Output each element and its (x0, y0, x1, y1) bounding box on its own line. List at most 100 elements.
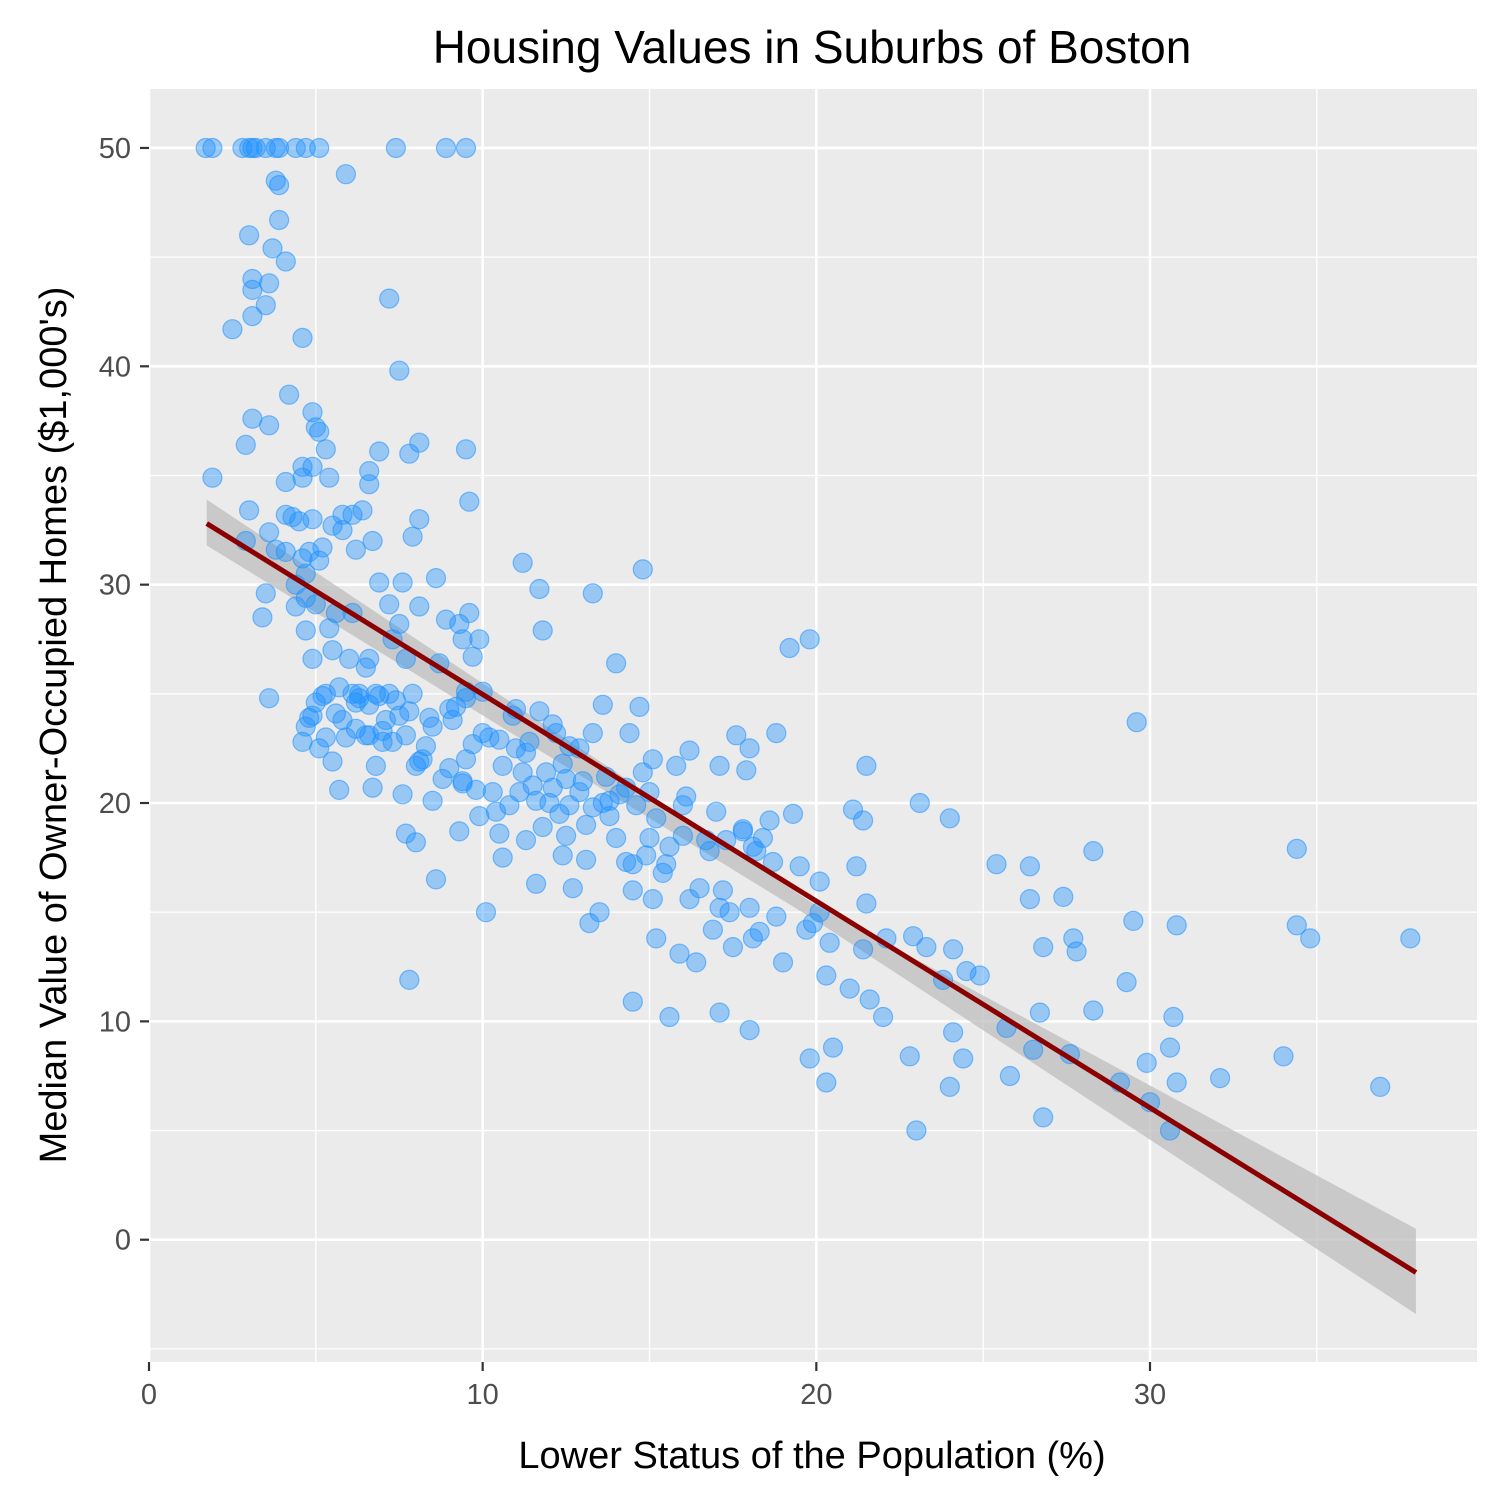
data-point (242, 306, 263, 327)
y-tick-label: 30 (99, 570, 131, 602)
data-point (392, 784, 413, 805)
data-point (275, 251, 296, 272)
data-point (746, 840, 767, 862)
data-point (445, 696, 467, 718)
data-point (315, 727, 336, 748)
data-point (739, 738, 760, 759)
data-point (872, 1006, 894, 1028)
data-point (562, 878, 583, 899)
data-point (422, 716, 443, 737)
data-point (399, 701, 420, 722)
data-point (575, 814, 597, 836)
data-point (1033, 936, 1054, 958)
data-point (672, 795, 694, 816)
data-point (636, 845, 657, 866)
data-point (242, 279, 263, 300)
data-point (1300, 928, 1321, 949)
data-point (409, 596, 430, 617)
data-point (1083, 840, 1104, 862)
data-point (672, 825, 694, 846)
data-point (916, 936, 937, 958)
data-point (575, 849, 597, 870)
data-point (669, 943, 690, 964)
data-point (489, 823, 510, 844)
data-point (1136, 1052, 1157, 1074)
data-point (599, 790, 620, 811)
data-point (409, 751, 430, 772)
data-point (239, 225, 260, 246)
data-point (505, 738, 527, 759)
data-point (1019, 888, 1041, 910)
data-point (582, 583, 603, 604)
data-point (362, 777, 383, 798)
data-point (856, 893, 877, 914)
data-point (1116, 971, 1137, 993)
data-point (265, 539, 286, 560)
data-point (909, 792, 930, 814)
data-point (953, 1048, 974, 1069)
data-point (902, 926, 924, 947)
data-point (782, 803, 804, 825)
data-point (1029, 1002, 1051, 1023)
data-point (309, 738, 330, 759)
data-point (455, 749, 477, 770)
data-point (285, 596, 306, 617)
data-point (605, 827, 627, 849)
data-point (619, 722, 640, 744)
data-point (459, 602, 480, 624)
data-point (572, 771, 593, 792)
y-tick-label: 50 (99, 133, 131, 165)
data-point (1286, 838, 1307, 860)
data-point (455, 439, 477, 460)
data-point (859, 989, 880, 1010)
x-tick-label: 0 (141, 1379, 157, 1411)
data-point (706, 801, 727, 822)
data-point (465, 779, 487, 801)
data-point (309, 421, 330, 442)
data-point (385, 137, 406, 159)
data-point (389, 705, 410, 726)
data-point (409, 432, 430, 453)
fit-line (205, 521, 1418, 1275)
data-point (515, 829, 537, 851)
data-point (529, 578, 550, 600)
data-point (1053, 886, 1074, 908)
data-point (269, 137, 290, 159)
data-point (425, 869, 447, 890)
data-point (799, 1048, 820, 1069)
data-point (315, 439, 336, 460)
data-point (399, 969, 420, 991)
data-point (799, 629, 820, 650)
x-tick-label: 10 (467, 1379, 499, 1411)
data-point (309, 550, 330, 571)
data-point (736, 760, 757, 781)
data-point (652, 862, 673, 884)
data-point (1400, 928, 1421, 949)
data-point (269, 209, 290, 231)
data-point (422, 790, 443, 811)
data-point (525, 790, 547, 811)
data-point (759, 810, 780, 831)
data-point (432, 768, 453, 790)
data-point (719, 902, 740, 923)
data-point (1126, 712, 1147, 733)
data-point (999, 1065, 1021, 1087)
data-point (632, 762, 653, 783)
data-point (839, 978, 860, 999)
data-point (1019, 856, 1041, 877)
data-point (412, 749, 433, 770)
data-point (749, 921, 770, 942)
data-point (679, 740, 700, 761)
chart-title: Housing Values in Suburbs of Boston (433, 21, 1192, 73)
data-point (626, 795, 647, 816)
data-point (279, 384, 300, 405)
data-point (1273, 1046, 1294, 1067)
data-point (425, 567, 447, 589)
data-point (315, 683, 336, 704)
data-point (462, 646, 483, 667)
x-tick-label: 30 (1134, 1379, 1166, 1411)
data-point (349, 683, 370, 704)
data-point (629, 696, 650, 718)
data-point (369, 572, 390, 593)
